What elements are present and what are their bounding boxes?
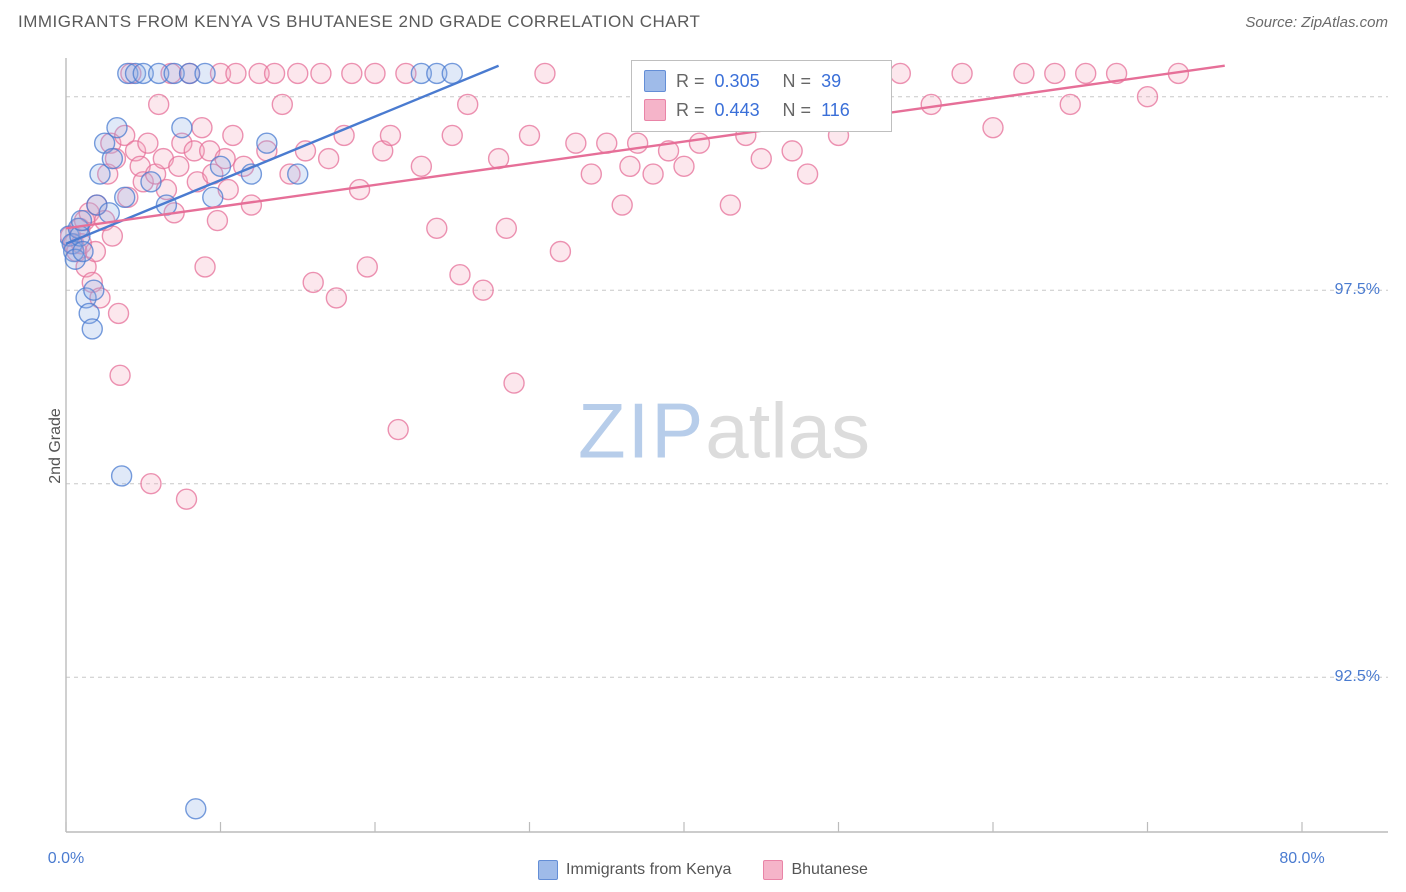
chart-area: ZIPatlas R = 0.305 N = 39 R = 0.443 N = … <box>60 56 1388 838</box>
source-attribution: Source: ZipAtlas.com <box>1245 14 1388 31</box>
legend-label-bhutanese: Bhutanese <box>791 861 868 879</box>
legend-item-kenya: Immigrants from Kenya <box>538 860 731 880</box>
n-label: N = <box>783 67 812 96</box>
swatch-bhutanese <box>644 99 666 121</box>
r-label: R = <box>676 67 705 96</box>
r-label: R = <box>676 96 705 125</box>
legend-swatch-bhutanese <box>763 860 783 880</box>
r-value-bhutanese: 0.443 <box>715 96 773 125</box>
n-value-kenya: 39 <box>821 67 879 96</box>
legend-bottom: Immigrants from Kenya Bhutanese <box>0 860 1406 880</box>
n-value-bhutanese: 116 <box>821 96 879 125</box>
legend-swatch-kenya <box>538 860 558 880</box>
source-name: ZipAtlas.com <box>1301 14 1388 31</box>
y-tick-label: 97.5% <box>1335 281 1380 299</box>
chart-title: IMMIGRANTS FROM KENYA VS BHUTANESE 2ND G… <box>18 12 700 32</box>
stats-legend-box: R = 0.305 N = 39 R = 0.443 N = 116 <box>631 60 892 132</box>
stats-row-bhutanese: R = 0.443 N = 116 <box>644 96 879 125</box>
y-tick-label: 92.5% <box>1335 668 1380 686</box>
n-label: N = <box>783 96 812 125</box>
source-prefix: Source: <box>1245 14 1301 31</box>
stats-row-kenya: R = 0.305 N = 39 <box>644 67 879 96</box>
legend-item-bhutanese: Bhutanese <box>763 860 868 880</box>
legend-label-kenya: Immigrants from Kenya <box>566 861 731 879</box>
chart-header: IMMIGRANTS FROM KENYA VS BHUTANESE 2ND G… <box>0 0 1406 40</box>
r-value-kenya: 0.305 <box>715 67 773 96</box>
scatter-plot <box>60 56 1388 838</box>
swatch-kenya <box>644 70 666 92</box>
